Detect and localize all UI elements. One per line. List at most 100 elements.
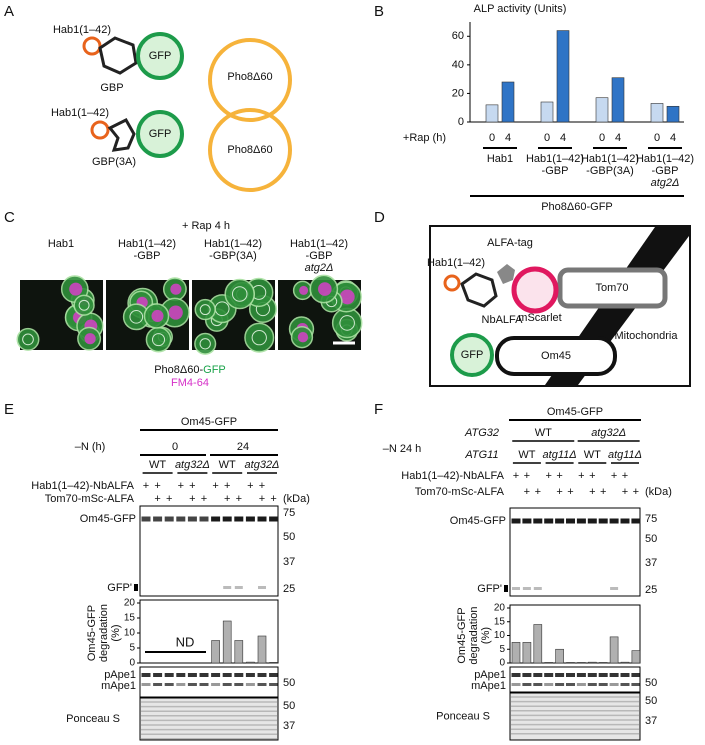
vacuole <box>151 333 166 347</box>
row-label: Hab1(1–42)-NbALFA <box>31 480 134 492</box>
y-tick-label: 5 <box>499 644 505 655</box>
bar <box>587 661 597 664</box>
marker: 50 <box>645 695 657 707</box>
legend-text: GFP <box>203 364 226 376</box>
band <box>269 683 279 686</box>
band <box>631 683 641 686</box>
lane-mark: + <box>270 493 276 505</box>
bar <box>222 620 232 664</box>
pho8-icon <box>208 108 292 192</box>
vacuole <box>78 299 90 311</box>
band <box>566 518 575 524</box>
cell <box>244 322 275 353</box>
vacuole <box>168 305 183 320</box>
bar <box>577 662 586 664</box>
header: Om45-GFP <box>181 416 237 428</box>
hab1-icon <box>90 120 110 140</box>
band <box>222 516 232 522</box>
band <box>631 518 641 524</box>
panel-c: C + Rap 4 h Pho8Δ60-GFP FM4-64 <box>4 209 230 389</box>
band <box>153 516 163 522</box>
vacuole <box>251 329 267 346</box>
vacuole <box>299 285 309 295</box>
cell <box>194 332 217 355</box>
marker: 50 <box>645 677 657 689</box>
vacuole <box>297 331 309 343</box>
bar <box>598 662 608 664</box>
band <box>245 673 255 677</box>
band <box>522 673 532 677</box>
band <box>609 683 619 686</box>
label: Hab1(1–42) <box>51 107 109 119</box>
label: GBP <box>100 82 123 94</box>
lane-mark: + <box>224 480 230 492</box>
hab1-icon <box>443 274 461 292</box>
y-tick-label: 15 <box>124 613 136 624</box>
marker: 50 <box>283 531 295 543</box>
marker: 50 <box>283 700 295 712</box>
cell <box>145 326 172 353</box>
lane-mark: + <box>154 493 160 505</box>
y-tick-label: 0 <box>499 658 505 669</box>
band <box>164 683 174 686</box>
y-tick-label: 0 <box>129 658 135 669</box>
lane-mark: + <box>513 470 519 482</box>
category-label: Hab1 <box>487 153 513 165</box>
band-label: GFP' <box>477 583 502 595</box>
band <box>199 673 209 677</box>
bar <box>631 650 641 664</box>
pho8-icon <box>208 38 292 122</box>
band <box>533 673 543 677</box>
strain: atg32Δ <box>175 459 210 471</box>
nbalfa <box>460 272 498 308</box>
band <box>587 673 597 677</box>
bar <box>566 662 575 664</box>
y-tick-label: 40 <box>452 59 464 71</box>
cell <box>194 298 216 321</box>
category-label: -GBP(3A) <box>586 165 634 177</box>
unit: (kDa) <box>283 493 310 505</box>
legend-text: Pho8Δ60- <box>154 364 203 376</box>
band-label: GFP' <box>107 582 132 594</box>
column-label: Hab1 <box>48 238 74 250</box>
lane-mark: + <box>178 480 184 492</box>
band <box>576 673 586 677</box>
panel-d: D Tom70 ALFA-tag Hab1(1–42) NbALFA mScar… <box>374 209 691 387</box>
band <box>566 673 575 677</box>
bar <box>666 105 680 123</box>
blot <box>509 666 641 693</box>
panel-label: E <box>4 401 14 418</box>
lane-mark: + <box>166 493 172 505</box>
header: Om45-GFP <box>547 406 603 418</box>
band <box>598 518 608 524</box>
lane-mark: + <box>622 470 628 482</box>
x-tick-label: 4 <box>615 132 621 144</box>
band <box>257 516 267 522</box>
mscarlet <box>511 266 559 314</box>
cell <box>331 307 363 339</box>
lane-mark: + <box>259 493 265 505</box>
marker: 37 <box>645 715 657 727</box>
band <box>257 683 267 686</box>
band <box>533 683 543 686</box>
band <box>522 587 531 590</box>
group-label: Pho8Δ60-GFP <box>541 201 613 213</box>
bar <box>246 661 255 664</box>
x-tick-label: 4 <box>560 132 566 144</box>
row-label: Tom70-mSc-ALFA <box>415 486 505 498</box>
legend-text: FM4-64 <box>171 377 209 389</box>
x-tick-label: 4 <box>505 132 511 144</box>
strain: atg32Δ <box>591 427 626 439</box>
marker: 75 <box>283 507 295 519</box>
band-label: mApe1 <box>471 680 506 692</box>
label: Hab1(1–42) <box>53 24 111 36</box>
band <box>211 673 221 677</box>
lane-mark: + <box>259 480 265 492</box>
x-tick-label: 0 <box>544 132 550 144</box>
band <box>512 587 520 590</box>
strain: atg32Δ <box>245 459 280 471</box>
lane-mark: + <box>247 480 253 492</box>
cell <box>73 294 95 316</box>
band <box>223 586 232 589</box>
